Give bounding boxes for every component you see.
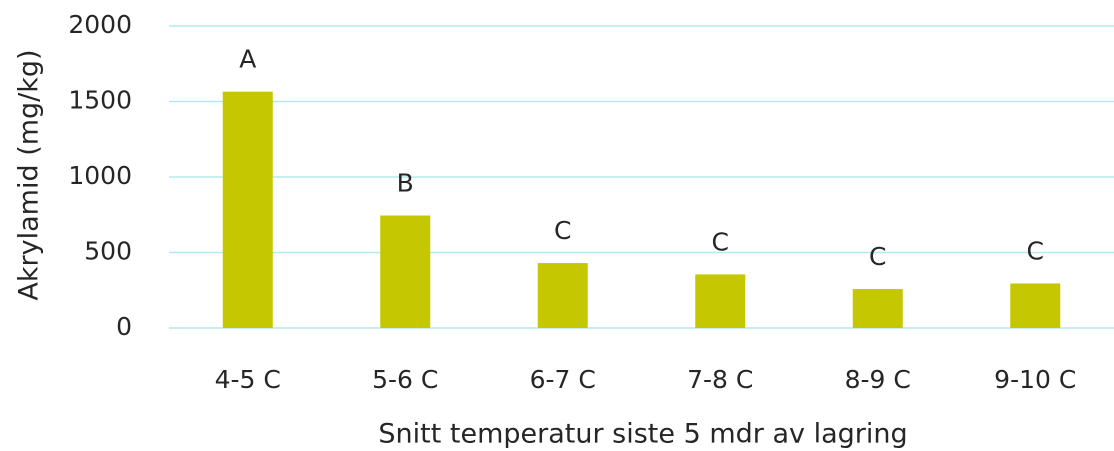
bar — [1010, 283, 1061, 328]
x-tick-label: 4-5 C — [215, 365, 281, 394]
y-axis-title: Akrylamid (mg/kg) — [14, 49, 45, 300]
annotation: C — [554, 216, 571, 245]
bar — [852, 289, 903, 328]
x-tick-label: 8-9 C — [845, 365, 911, 394]
annotation: C — [712, 227, 729, 256]
bar — [222, 91, 273, 328]
y-tick-label: 500 — [84, 237, 132, 266]
y-tick-label: 1000 — [68, 161, 132, 190]
y-tick-label: 1500 — [68, 86, 132, 115]
annotation: C — [869, 242, 886, 271]
annotation: C — [1027, 236, 1044, 265]
x-tick-label: 7-8 C — [687, 365, 753, 394]
x-tick-label: 9-10 C — [994, 365, 1076, 394]
bar — [380, 215, 431, 328]
y-tick-label: 2000 — [68, 10, 132, 39]
x-tick-label: 5-6 C — [372, 365, 438, 394]
bar — [537, 263, 588, 328]
bar — [695, 274, 746, 328]
annotation: A — [239, 45, 256, 74]
x-tick-label: 6-7 C — [530, 365, 596, 394]
x-axis-title: Snitt temperatur siste 5 mdr av lagring — [378, 419, 907, 450]
annotation: B — [397, 169, 414, 198]
y-tick-label: 0 — [116, 312, 132, 341]
